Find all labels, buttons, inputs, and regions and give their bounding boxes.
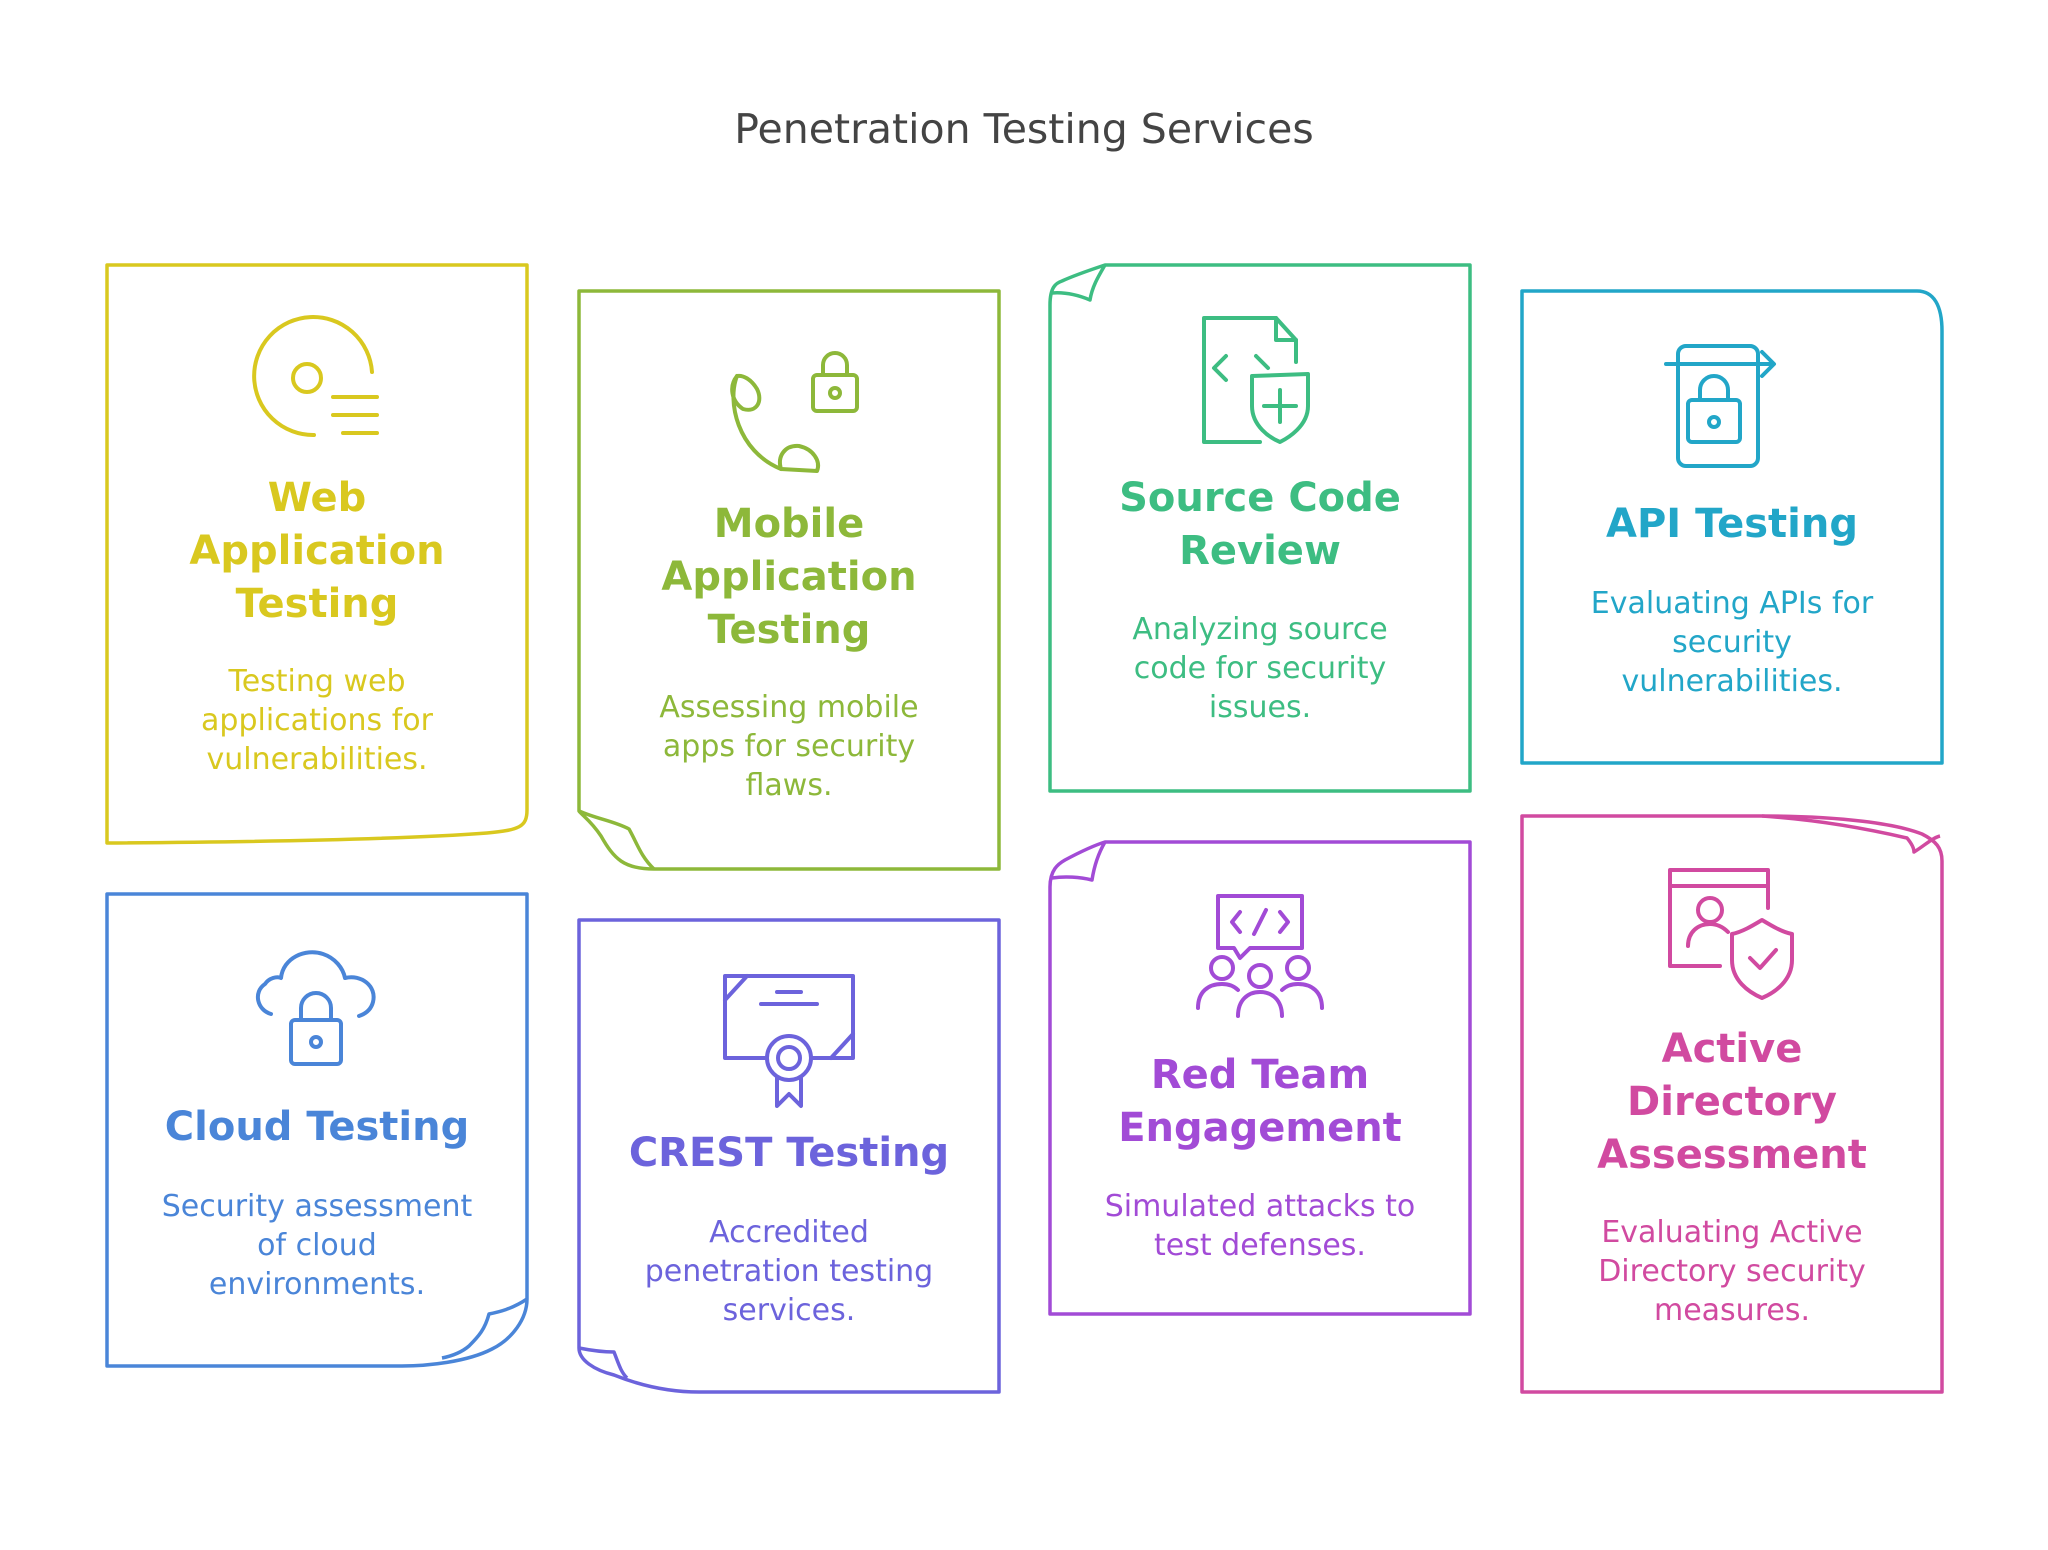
- card-frame: [105, 263, 529, 845]
- phone-lock-icon: [730, 351, 859, 473]
- card-title: Mobile Application Testing: [661, 501, 917, 653]
- card-title: Red Team Engagement: [1118, 1052, 1402, 1151]
- card-title: Source Code Review: [1119, 475, 1401, 574]
- code-file-shield-icon: [1202, 316, 1310, 444]
- card-frame: [577, 289, 1001, 871]
- card-source-code-review: Source Code Review Analyzing source code…: [1048, 263, 1472, 793]
- card-description: Security assessment of cloud environment…: [161, 1189, 473, 1302]
- card-web-application-testing: Web Application Testing Testing web appl…: [105, 263, 529, 845]
- card-cloud-testing: Cloud Testing Security assessment of clo…: [105, 892, 529, 1368]
- card-frame: [577, 918, 1001, 1394]
- card-title: Active Directory Assessment: [1597, 1026, 1867, 1178]
- card-title: CREST Testing: [628, 1130, 950, 1176]
- card-active-directory-assessment: Active Directory Assessment Evaluating A…: [1520, 814, 1944, 1394]
- page-title: Penetration Testing Services: [734, 105, 1314, 153]
- card-red-team-engagement: Red Team Engagement Simulated attacks to…: [1048, 840, 1472, 1316]
- card-description: Accredited penetration testing services.: [644, 1215, 934, 1328]
- card-description: Evaluating Active Directory security mea…: [1598, 1215, 1866, 1328]
- card-title: Cloud Testing: [164, 1104, 470, 1150]
- card-mobile-application-testing: Mobile Application Testing Assessing mob…: [577, 289, 1001, 871]
- card-frame: [105, 892, 529, 1368]
- card-description: Assessing mobile apps for security flaws…: [659, 690, 919, 803]
- cloud-lock-icon: [255, 950, 376, 1066]
- card-description: Testing web applications for vulnerabili…: [201, 664, 433, 777]
- team-code-icon: [1196, 894, 1324, 1018]
- card-api-testing: API Testing Evaluating APIs for security…: [1520, 289, 1944, 765]
- card-frame: [1048, 263, 1472, 793]
- card-frame: [1048, 840, 1472, 1316]
- door-lock-icon: [1664, 344, 1776, 468]
- certificate-icon: [723, 974, 855, 1108]
- card-description: Analyzing source code for security issue…: [1132, 612, 1388, 725]
- card-crest-testing: CREST Testing Accredited penetration tes…: [577, 918, 1001, 1394]
- disc-list-icon: [252, 315, 379, 438]
- card-frame: [1520, 289, 1944, 765]
- card-title: API Testing: [1606, 501, 1858, 547]
- card-description: Evaluating APIs for security vulnerabili…: [1590, 586, 1874, 699]
- user-shield-icon: [1668, 868, 1794, 1000]
- card-frame: [1520, 814, 1944, 1394]
- card-title: Web Application Testing: [189, 475, 445, 627]
- card-description: Simulated attacks to test defenses.: [1104, 1189, 1416, 1263]
